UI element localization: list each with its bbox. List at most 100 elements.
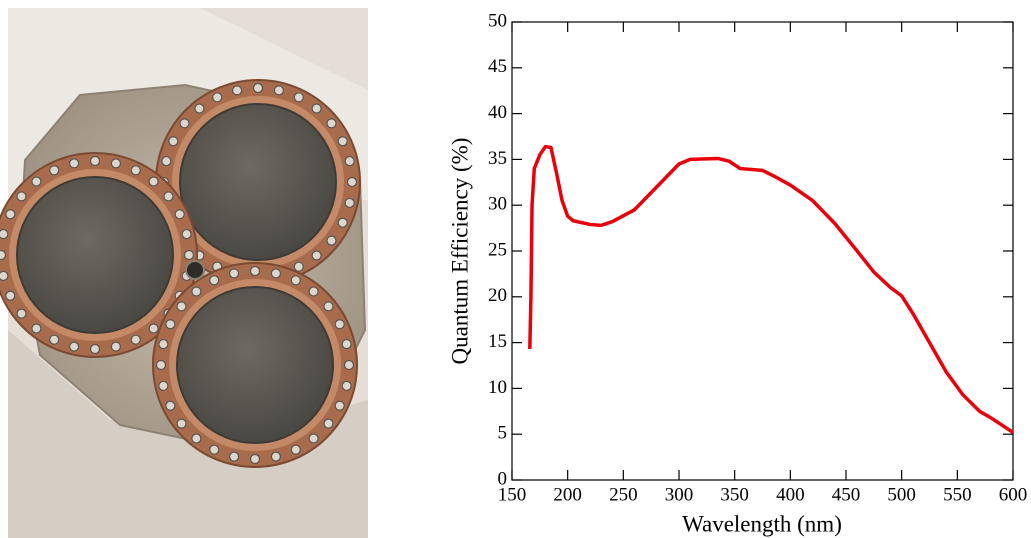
flange-bolt <box>209 275 220 286</box>
flange-bolt <box>183 249 195 261</box>
y-tick-label: 45 <box>488 56 507 77</box>
flange-bolt <box>270 451 282 462</box>
flange-bolt <box>323 301 334 312</box>
y-tick-label: 20 <box>488 285 507 306</box>
flange-bolt <box>31 176 42 187</box>
y-tick-label: 25 <box>488 239 507 260</box>
flange-bolt <box>249 265 261 277</box>
flange-bolt <box>273 85 285 96</box>
flange-bolt <box>228 268 240 279</box>
pmt-window <box>176 286 334 444</box>
flange-bolt <box>341 380 352 392</box>
flange-bolt <box>181 228 192 240</box>
flange-bolt <box>168 136 179 147</box>
y-tick-label: 40 <box>488 102 507 123</box>
x-tick-label: 350 <box>720 484 749 505</box>
flange-bolt <box>209 444 220 455</box>
flange-bolt <box>311 250 322 261</box>
flange-bolt <box>5 290 16 301</box>
flange-bolt <box>344 155 355 167</box>
flange-bolt <box>68 158 80 169</box>
flange-bolt <box>89 343 101 355</box>
flange-bolt <box>148 323 159 334</box>
flange-bolt <box>228 451 240 462</box>
flange-bolt <box>49 334 60 345</box>
flange-bolt <box>148 176 159 187</box>
flange-bolt <box>161 155 172 167</box>
flange-bolt <box>68 341 80 352</box>
y-tick-label: 0 <box>498 468 508 489</box>
flange-bolt <box>174 209 185 220</box>
flange-bolt <box>341 338 352 350</box>
detector-photo <box>0 8 368 538</box>
flange-bolt <box>191 433 202 444</box>
x-tick-label: 600 <box>999 484 1028 505</box>
flange-bolt <box>293 261 304 272</box>
flange-bolt <box>249 453 261 465</box>
flange-bolt <box>5 209 16 220</box>
flange-bolt <box>194 103 205 114</box>
pmt-window <box>179 103 337 261</box>
x-tick-label: 150 <box>498 484 527 505</box>
flange-bolt <box>179 118 190 129</box>
x-tick-label: 500 <box>887 484 916 505</box>
y-tick-label: 5 <box>498 423 508 444</box>
flange-bolt <box>16 308 27 319</box>
flange-bolt <box>326 235 337 246</box>
x-tick-label: 450 <box>832 484 861 505</box>
flange-bolt <box>165 400 176 411</box>
qe-curve <box>528 144 1014 434</box>
center-port <box>185 260 205 280</box>
x-tick-label: 300 <box>665 484 694 505</box>
y-tick-label: 10 <box>488 377 507 398</box>
flange-bolt <box>130 165 141 176</box>
y-tick-label: 50 <box>488 10 507 31</box>
pmt-window <box>16 176 174 334</box>
flange-bolt <box>155 359 167 371</box>
flange-bolt <box>31 323 42 334</box>
y-tick-label: 15 <box>488 331 507 352</box>
flange-bolt <box>89 155 101 167</box>
flange-bolt <box>212 92 223 103</box>
flange-bolt <box>337 136 348 147</box>
flange-bolt <box>326 118 337 129</box>
flange-bolt <box>165 319 176 330</box>
flange-bolt <box>158 338 169 350</box>
flange-bolt <box>158 380 169 392</box>
flange-bolt <box>323 418 334 429</box>
x-tick-label: 400 <box>776 484 805 505</box>
y-tick-label: 30 <box>488 194 507 215</box>
x-tick-label: 250 <box>609 484 638 505</box>
flange-bolt <box>0 228 9 240</box>
x-axis-label: Wavelength (nm) <box>682 511 842 536</box>
chart: Quantum Efficiency (%) Wavelength (nm) 0… <box>447 10 1027 536</box>
flange-bolt <box>344 197 355 209</box>
flange-bolt <box>163 191 174 202</box>
flange-bolt <box>0 270 9 282</box>
flange-bolt <box>191 286 202 297</box>
flange-bolt <box>343 359 355 371</box>
x-tick-label: 200 <box>553 484 582 505</box>
flange-bolt <box>270 268 282 279</box>
flange-bolt <box>110 158 122 169</box>
flange-bolt <box>176 301 187 312</box>
flange-bolt <box>231 85 243 96</box>
flange-bolt <box>311 103 322 114</box>
flange-bolt <box>0 249 7 261</box>
plot-frame <box>511 21 1014 481</box>
flange-bolt <box>293 92 304 103</box>
flange-bolt <box>308 286 319 297</box>
flange-bolt <box>176 418 187 429</box>
y-tick-label: 35 <box>488 148 507 169</box>
flange-bolt <box>334 400 345 411</box>
x-tick-label: 550 <box>943 484 972 505</box>
y-axis-label: Quantum Efficiency (%) <box>447 138 472 365</box>
flange-bolt <box>337 217 348 228</box>
flange-bolt <box>334 319 345 330</box>
flange-bolt <box>290 444 301 455</box>
flange-bolt <box>110 341 122 352</box>
flange-bolt <box>346 176 358 188</box>
flange-bolt <box>49 165 60 176</box>
flange-bolt <box>308 433 319 444</box>
